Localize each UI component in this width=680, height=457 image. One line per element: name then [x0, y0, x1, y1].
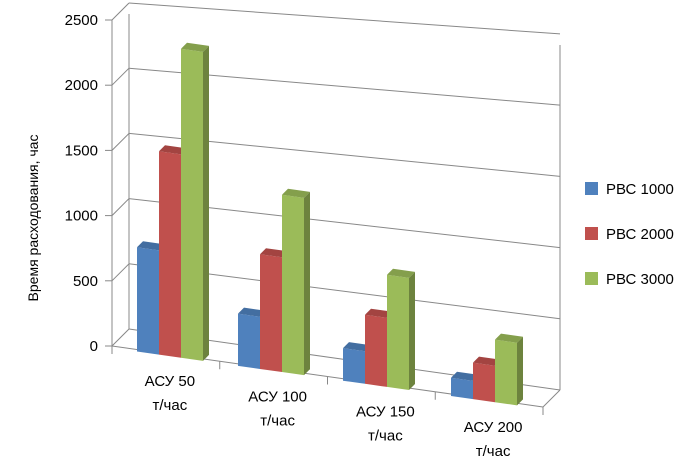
chart-bars — [137, 42, 523, 406]
bar-front-face — [387, 274, 409, 391]
x-category-label: АСУ 100 т/час — [248, 388, 307, 429]
bar-РВС-3000-2 — [387, 268, 415, 391]
y-tick-label: 500 — [73, 273, 98, 290]
y-tick-label: 1500 — [65, 142, 98, 159]
bar-front-face — [365, 314, 387, 387]
bar-top-face — [260, 248, 288, 258]
bar-top-face — [343, 342, 371, 352]
floor-right-edge — [542, 389, 561, 408]
y-axis-ticks: 0 500 1000 1500 2000 2500 — [65, 12, 112, 355]
bar-front-face — [137, 247, 159, 355]
bar-side-face — [203, 45, 209, 361]
x-category-label-line: АСУ 150 — [356, 404, 415, 421]
y-tick-label: 1000 — [65, 208, 98, 225]
bar-front-face — [451, 377, 473, 400]
bar-front-face — [282, 194, 304, 376]
bar-top-face — [495, 333, 523, 343]
bar-РВС-3000-3 — [495, 333, 523, 406]
side-gridline — [111, 263, 130, 282]
bar-РВС-3000-0 — [181, 42, 209, 361]
legend-swatch — [585, 182, 598, 195]
y-tick-label: 2500 — [65, 12, 98, 29]
y-tick-label: 2000 — [65, 77, 98, 94]
bar-front-face — [343, 348, 365, 384]
bar-top-face — [137, 241, 165, 251]
x-category-label-line: АСУ 50 — [145, 373, 195, 390]
bar-top-face — [387, 268, 415, 278]
bar-РВС-3000-1 — [282, 188, 310, 376]
bar-top-face — [282, 188, 310, 198]
gridline — [128, 2, 561, 35]
bar-top-face — [181, 42, 209, 52]
bar-front-face — [238, 313, 260, 369]
bar-front-face — [159, 151, 181, 358]
y-tick-label: 0 — [90, 338, 98, 355]
x-category-label: АСУ 50 т/час — [145, 373, 195, 414]
side-gridline — [111, 198, 130, 216]
bar-front-face — [473, 362, 495, 403]
bar-front-face — [495, 339, 517, 406]
x-category-label-line: АСУ 200 — [464, 419, 523, 436]
x-category-label-line: т/час — [260, 412, 295, 429]
x-category-label-line: т/час — [476, 443, 511, 457]
legend-label: РВС 2000 — [606, 226, 674, 243]
bar-side-face — [304, 191, 310, 376]
legend-label: РВС 3000 — [606, 271, 674, 288]
bar-side-face — [517, 336, 523, 406]
x-category-label: АСУ 150 т/час — [356, 404, 415, 445]
side-gridline — [111, 328, 130, 347]
bar-front-face — [260, 254, 282, 373]
legend-swatch — [585, 227, 598, 240]
bar-top-face — [365, 308, 393, 318]
y-axis-label: Время расходования, час — [25, 135, 41, 302]
bar-top-face — [473, 356, 501, 366]
x-category-label-line: т/час — [368, 428, 403, 445]
side-gridline — [111, 67, 130, 86]
legend-swatch — [585, 272, 598, 285]
bar-side-face — [409, 271, 415, 391]
x-category-label-line: т/час — [153, 397, 188, 414]
side-gridline — [111, 2, 130, 21]
legend: РВС 1000 РВС 2000 РВС 3000 — [585, 181, 674, 288]
x-category-label-line: АСУ 100 — [248, 388, 307, 405]
bar-front-face — [181, 48, 203, 361]
bar-top-face — [159, 145, 187, 155]
bar-top-face — [238, 307, 266, 317]
side-gridline — [111, 133, 130, 151]
x-category-label: АСУ 200 т/час — [464, 419, 523, 457]
legend-label: РВС 1000 — [606, 181, 674, 198]
bar-top-face — [451, 371, 479, 381]
